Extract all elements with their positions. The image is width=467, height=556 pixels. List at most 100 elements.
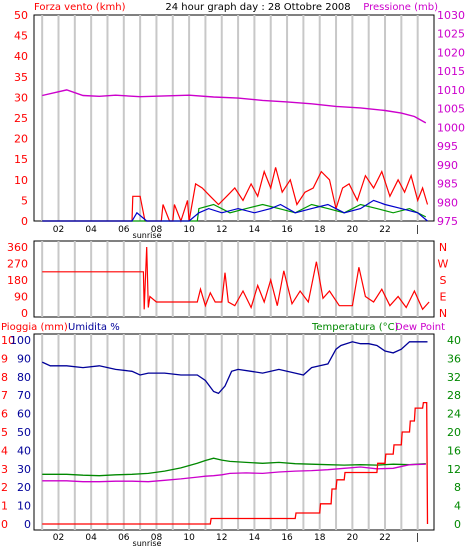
wind-speed-tick-label: 35 [14,71,28,84]
hour-tick-label: 12 [216,533,227,543]
humidity-tick-label: 0 [24,518,31,531]
compass-point-label: N [439,241,447,254]
wind-axis-label: Forza vento (kmh) [34,2,126,13]
rain-humidity-gridlines [41,334,419,530]
hour-tick-label: 04 [85,225,97,235]
pressure-tick-label: 995 [437,140,458,153]
humidity-tick-label: 70 [17,389,31,402]
pressure-tick-label: 1010 [437,84,465,97]
wind_avg-line [42,199,428,222]
wind-speed-tick-label: 15 [14,153,28,166]
rain-tick-label: 7 [1,389,8,402]
hour-tick-label: 12 [216,225,227,235]
chart-title: 24 hour graph day : 28 Ottobre 2008 [165,2,350,13]
hour-tick-label: 08 [151,533,163,543]
temperature-tick-label: 40 [447,334,461,347]
pressure-tick-label: 1000 [437,121,465,134]
rain-tick-label: 6 [1,408,8,421]
temperature-tick-label: 0 [454,518,461,531]
rain-tick-label: 10 [1,334,15,347]
temperature-tick-label: 20 [447,426,461,439]
hour-tick-label: 10 [183,225,195,235]
rain-humidity-temperature-panel: Pioggia (mm) Umidita % Temperatura (°C) … [1,322,461,548]
humidity-line [41,341,428,395]
humidity-tick-label: 20 [17,481,31,494]
rain-tick-label: 4 [1,444,8,457]
humidity-tick-label: 90 [17,352,31,365]
hour-tick-label: 06 [118,533,130,543]
wind-speed-tick-label: 50 [14,9,28,22]
compass-point-label: S [440,274,447,287]
rain-axis-label: Pioggia (mm) [1,322,68,333]
hour-tick-label: 02 [53,225,64,235]
pressure-tick-label: 1005 [437,103,465,116]
humidity-tick-labels: 0 10 20 30 40 50 60 70 80 90 100 [10,334,31,531]
temperature-tick-label: 24 [447,408,461,421]
pressure-tick-label: 1030 [437,9,465,22]
pressure-tick-label: 975 [437,215,458,228]
rain-tick-labels: 0 1 2 3 4 5 6 7 8 9 10 [1,334,15,531]
wind-speed-tick-label: 10 [14,174,28,187]
direction-degree-label: 90 [14,291,28,304]
wind-pressure-series [42,89,429,223]
rain-humidity-x-tick-labels: 02 04 06 08 10 12 14 16 18 20 22 | [53,533,419,543]
dewpoint-line [42,463,426,483]
wind-speed-tick-label: 0 [21,215,28,228]
hour-tick-label: 14 [249,533,261,543]
temperature-tick-label: 4 [454,500,461,513]
humidity-tick-label: 60 [17,408,31,421]
rain-tick-label: 3 [1,463,8,476]
rain-line [42,401,429,525]
pressure-tick-label: 980 [437,196,458,209]
pressure-axis-label: Pressione (mb) [363,2,438,13]
rain-tick-label: 8 [1,371,8,384]
direction-degree-label: 180 [7,274,28,287]
rain-tick-label: 5 [1,426,8,439]
humidity-tick-label: 80 [17,371,31,384]
hour-tick-label: 20 [347,225,359,235]
hour-tick-label: 22 [379,225,390,235]
hour-tick-label: 20 [347,533,359,543]
pressure-tick-label: 1020 [437,46,465,59]
temperature-line [42,457,426,477]
wind-direction-degree-labels: 0 90 180 270 360 [7,241,28,320]
wind-speed-tick-label: 5 [21,194,28,207]
sunrise-annotation-2: sunrise [133,539,162,548]
compass-point-label: N [439,307,447,320]
wind-speed-tick-label: 45 [14,30,28,43]
pressure-tick-labels: 975 980 985 990 995 1000 1005 1010 1015 1020 1025 1… [437,9,465,228]
humidity-tick-label: 30 [17,463,31,476]
compass-point-label: W [438,258,449,271]
temperature-tick-label: 12 [447,463,461,476]
hour-tick-label: 04 [85,533,97,543]
rain-tick-label: 2 [1,481,8,494]
humidity-tick-label: 40 [17,444,31,457]
temperature-tick-label: 32 [447,371,461,384]
direction-degree-label: 360 [7,241,28,254]
hour-tick-label: 16 [281,533,293,543]
pressure-line [42,89,427,124]
wind-direction-series [42,246,430,311]
pressure-tick-label: 990 [437,159,458,172]
pressure-tick-label: 1015 [437,65,465,78]
hour-tick-label: 02 [53,533,64,543]
rain-tick-label: 0 [1,518,8,531]
dewpoint-axis-label: Dew Point [395,322,445,333]
humidity-axis-label: Umidita % [68,322,120,333]
hour-tick-label: 10 [183,533,195,543]
wind-speed-tick-labels: 0 5 10 15 20 25 30 35 40 45 50 [14,9,28,228]
rain-tick-label: 9 [1,352,8,365]
humidity-tick-label: 50 [17,426,31,439]
temperature-tick-label: 16 [447,444,461,457]
hour-tick-label: 08 [151,225,163,235]
wind-direction-line [42,246,430,311]
hour-tick-label: 18 [314,225,326,235]
direction-degree-label: 0 [21,307,28,320]
humidity-tick-label: 100 [10,334,31,347]
temperature-tick-labels: 0 4 8 12 16 20 24 28 32 36 40 [447,334,461,531]
wind-pressure-plot-frame [33,14,435,222]
pressure-tick-label: 985 [437,178,458,191]
